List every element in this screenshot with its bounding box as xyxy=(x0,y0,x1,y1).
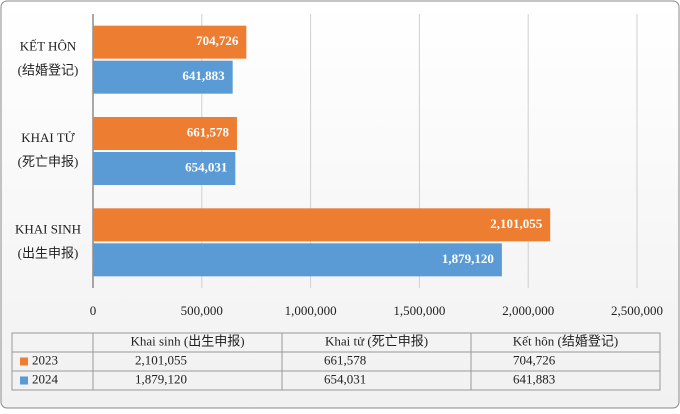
x-tick-label: 2,000,000 xyxy=(502,303,554,318)
legend-swatch xyxy=(20,376,28,385)
bar xyxy=(93,152,236,185)
category-label: KHAI SINH xyxy=(15,221,81,236)
data-label: 2,101,055 xyxy=(490,216,543,231)
category-label: KẾT HÔN xyxy=(20,39,77,54)
table-cell: 1,879,120 xyxy=(135,371,187,386)
data-label: 704,726 xyxy=(196,33,239,48)
category-label: KHAI TỬ xyxy=(21,130,75,145)
table-cell: 2,101,055 xyxy=(135,352,187,367)
table-header: Kết hôn (结婚登记) xyxy=(513,333,618,348)
bar xyxy=(93,60,233,94)
x-tick-label: 0 xyxy=(90,303,97,318)
data-label: 641,883 xyxy=(182,68,225,83)
legend-label: 2024 xyxy=(32,371,59,386)
category-subtitle: (结婚登记) xyxy=(18,63,79,78)
data-label: 661,578 xyxy=(187,124,230,139)
x-tick-label: 2,500,000 xyxy=(611,303,663,318)
legend-swatch xyxy=(20,357,28,366)
bar xyxy=(93,208,551,242)
table-cell: 654,031 xyxy=(324,371,366,386)
table-cell: 641,883 xyxy=(513,371,555,386)
x-tick-label: 500,000 xyxy=(181,303,223,318)
category-subtitle: (出生申报) xyxy=(18,245,79,260)
category-subtitle: (死亡申报) xyxy=(18,154,79,169)
bar xyxy=(93,117,237,150)
table-cell: 661,578 xyxy=(324,352,366,367)
table-cell: 704,726 xyxy=(513,352,556,367)
table-header: Khai sinh (出生申报) xyxy=(130,333,244,348)
legend-label: 2023 xyxy=(32,352,58,367)
table-header: Khai tử (死亡申报) xyxy=(325,333,428,348)
data-label: 654,031 xyxy=(185,159,227,174)
x-tick-label: 1,000,000 xyxy=(285,303,337,318)
bar xyxy=(93,25,247,59)
x-tick-label: 1,500,000 xyxy=(393,303,445,318)
data-label: 1,879,120 xyxy=(442,251,494,266)
bar xyxy=(93,243,502,277)
